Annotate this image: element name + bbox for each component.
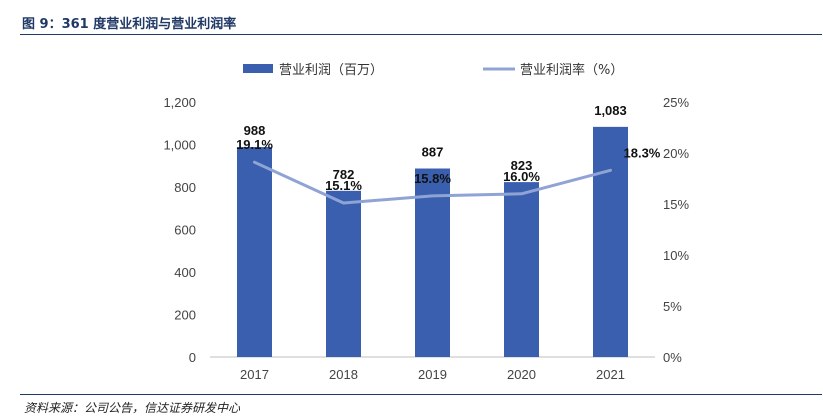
- bar: [593, 126, 628, 357]
- left-tick-label: 200: [174, 308, 196, 323]
- line-value-label: 15.8%: [414, 171, 451, 186]
- bar-value-label: 782: [333, 167, 355, 182]
- left-tick-label: 1,000: [163, 138, 196, 153]
- legend-swatch-bar: [243, 64, 273, 73]
- x-tick-label: 2018: [329, 367, 358, 382]
- legend-label-line: 营业利润率（%）: [520, 62, 623, 78]
- x-tick-label: 2021: [596, 367, 625, 382]
- left-tick-label: 1,200: [163, 95, 196, 110]
- line-value-label: 16.0%: [503, 169, 540, 184]
- bar: [237, 147, 272, 357]
- bar: [415, 168, 450, 357]
- right-tick-label: 0%: [663, 350, 682, 365]
- margin-line: [253, 160, 612, 205]
- line-value-label: 19.1%: [236, 137, 273, 152]
- bar: [504, 182, 539, 357]
- x-tick-label: 2019: [418, 367, 447, 382]
- bar-value-label: 887: [422, 145, 444, 160]
- x-tick-label: 2020: [507, 367, 536, 382]
- bar-value-label: 823: [511, 158, 533, 173]
- figure-title: 图 9：361 度营业利润与营业利润率: [22, 17, 237, 32]
- right-tick-label: 25%: [663, 95, 689, 110]
- right-tick-label: 20%: [663, 146, 689, 161]
- left-tick-label: 400: [174, 265, 196, 280]
- line-value-label: 15.1%: [325, 178, 362, 193]
- right-tick-label: 5%: [663, 299, 682, 314]
- legend-label-bar: 营业利润（百万）: [279, 63, 383, 78]
- source-note: 资料来源：公司公告，信达证券研发中心: [24, 401, 241, 415]
- left-tick-label: 600: [174, 223, 196, 238]
- right-tick-label: 15%: [663, 197, 689, 212]
- bar-value-label: 1,083: [594, 103, 627, 118]
- title-rule: [20, 34, 822, 35]
- bar: [326, 190, 361, 357]
- right-axis: 0% 5% 10% 15% 20% 25%: [663, 95, 689, 365]
- bar-value-label: 988: [244, 123, 266, 138]
- x-axis: 2017 2018 2019 2020 2021: [240, 367, 625, 382]
- left-tick-label: 0: [189, 350, 196, 365]
- chart: 营业利润（百万） 营业利润率（%） 0 200 400 600 800 1,000 1,20…: [163, 62, 689, 382]
- x-tick-label: 2017: [240, 367, 269, 382]
- line-value-label: 18.3%: [624, 145, 661, 160]
- source-rule: [20, 394, 822, 395]
- line-series: 19.1% 15.1% 15.8% 16.0% 18.3%: [236, 137, 661, 205]
- left-tick-label: 800: [174, 180, 196, 195]
- right-tick-label: 10%: [663, 248, 689, 263]
- legend: 营业利润（百万） 营业利润率（%）: [243, 62, 623, 78]
- bar-series: 988 782 887 823 1,083: [237, 103, 628, 357]
- left-axis: 0 200 400 600 800 1,000 1,200: [163, 95, 196, 365]
